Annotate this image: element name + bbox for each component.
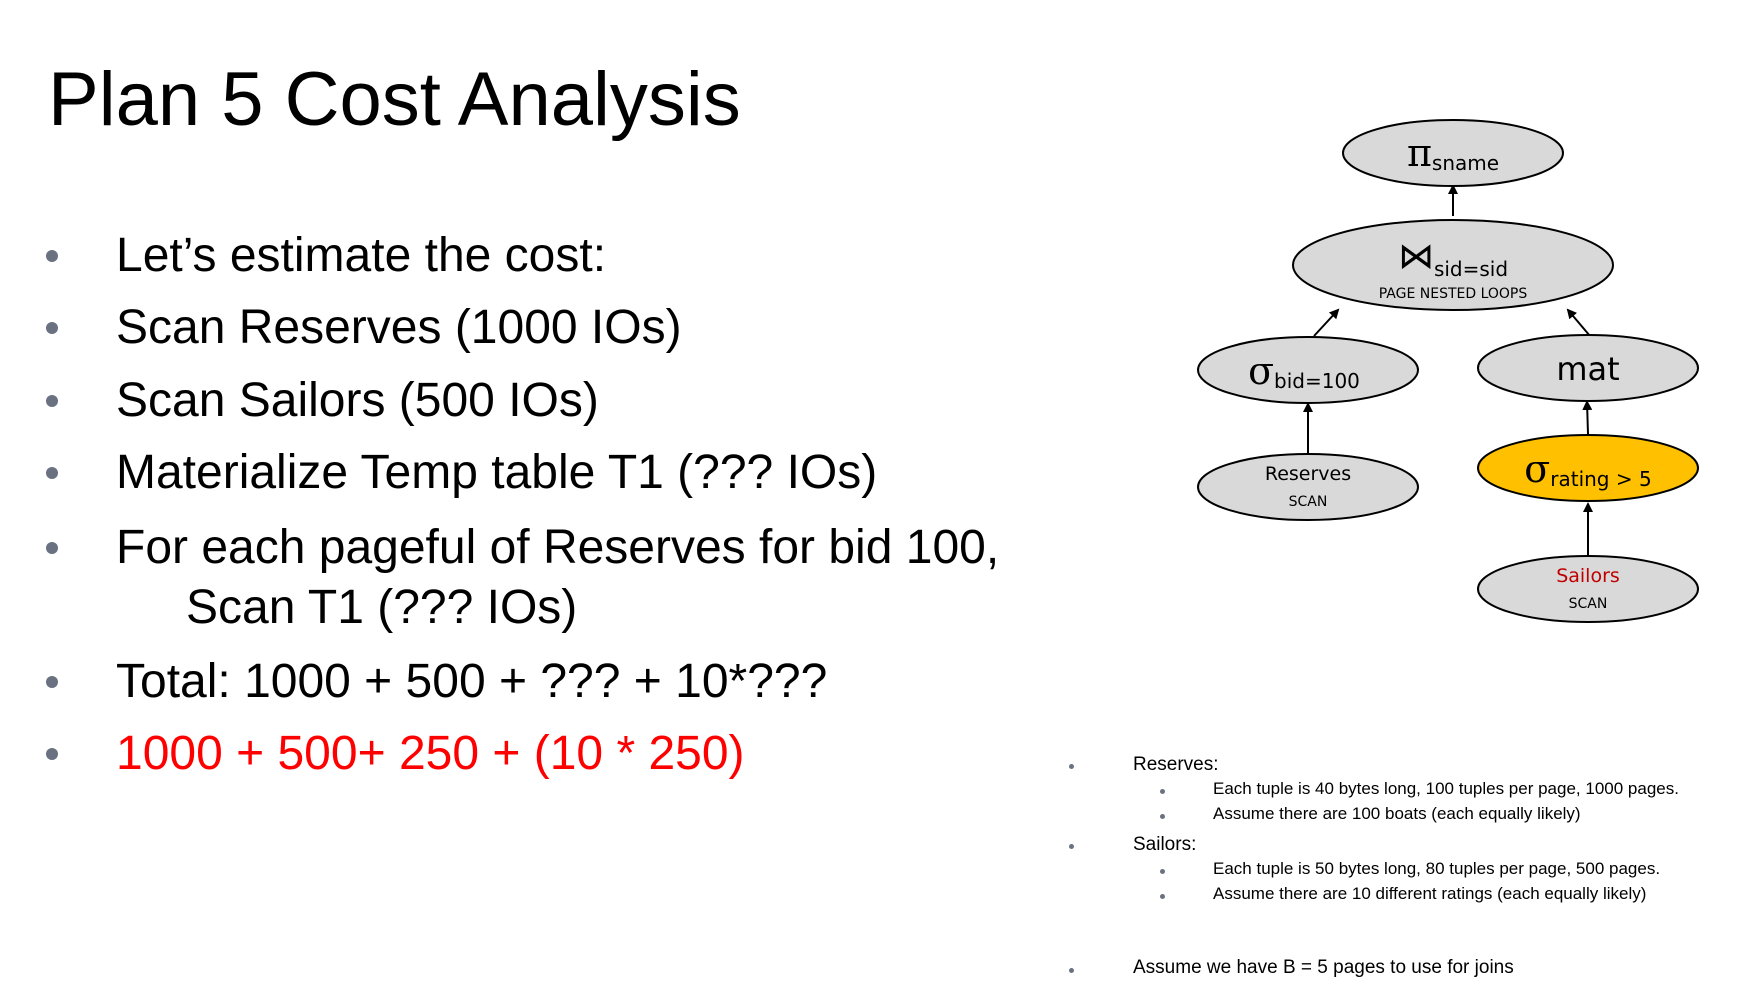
note-sailors-ratings: Assume there are 10 different ratings (e… <box>1213 884 1647 903</box>
select-bid-node: σbid=100 <box>1197 336 1419 404</box>
svg-text:⋈sid=sid: ⋈sid=sid <box>1398 236 1508 281</box>
note-reserves-boats: Assume there are 100 boats (each equally… <box>1213 804 1581 823</box>
edge-select-rating-to-mat <box>1582 400 1593 435</box>
bullet-scan-sailors: Scan Sailors (500 IOs) <box>116 374 599 427</box>
bullet-dot <box>46 748 58 760</box>
note-dot <box>1069 844 1074 849</box>
sailors-scan-node: Sailors SCAN <box>1477 555 1699 623</box>
join-node: ⋈sid=sid PAGE NESTED LOOPS <box>1292 219 1614 311</box>
note-sub-dot <box>1160 869 1165 874</box>
bullet-dot <box>46 542 58 554</box>
query-plan-diagram: πsname ⋈sid=sid PAGE NESTED LOOPS σbid=1… <box>1197 119 1699 623</box>
svg-text:σrating > 5: σrating > 5 <box>1524 447 1651 491</box>
note-sub-dot <box>1160 894 1165 899</box>
bullet-dot <box>46 250 58 262</box>
note-reserves-label: Reserves: <box>1133 754 1219 775</box>
bullet-dot <box>46 322 58 334</box>
bullet-total: Total: 1000 + 500 + ??? + 10*??? <box>116 655 828 708</box>
bullet-for-each-pageful: For each pageful of Reserves for bid 100… <box>116 521 1000 574</box>
cost-bullet-list: Let’s estimate the cost: Scan Reserves (… <box>46 229 1000 780</box>
note-sailors-tuples: Each tuple is 50 bytes long, 80 tuples p… <box>1213 859 1661 878</box>
note-sub-dot <box>1160 789 1165 794</box>
bullet-scan-t1: Scan T1 (??? IOs) <box>186 581 578 634</box>
page-title: Plan 5 Cost Analysis <box>48 57 741 142</box>
bullet-materialize: Materialize Temp table T1 (??? IOs) <box>116 446 878 499</box>
reserves-scan-node: Reserves SCAN <box>1197 453 1419 521</box>
bullet-dot <box>46 676 58 688</box>
reserves-scan-label: SCAN <box>1289 494 1328 510</box>
sailors-name: Sailors <box>1556 565 1620 587</box>
reserves-name: Reserves <box>1265 463 1351 485</box>
note-sub-dot <box>1160 814 1165 819</box>
bullet-scan-reserves: Scan Reserves (1000 IOs) <box>116 301 682 354</box>
sailors-scan-label: SCAN <box>1569 596 1608 612</box>
join-subscript: sid=sid <box>1434 257 1508 281</box>
svg-text:σbid=100: σbid=100 <box>1248 349 1360 393</box>
project-node: πsname <box>1342 119 1564 187</box>
svg-text:πsname: πsname <box>1407 131 1499 175</box>
note-dot <box>1069 968 1074 973</box>
bullet-dot <box>46 395 58 407</box>
note-dot <box>1069 764 1074 769</box>
mat-node: mat <box>1477 334 1699 402</box>
project-symbol: π <box>1407 131 1432 175</box>
select-rating-symbol: σ <box>1524 447 1550 491</box>
note-reserves-tuples: Each tuple is 40 bytes long, 100 tuples … <box>1213 779 1679 798</box>
join-method-label: PAGE NESTED LOOPS <box>1379 286 1528 302</box>
select-rating-node: σrating > 5 <box>1477 434 1699 502</box>
select-rating-subscript: rating > 5 <box>1550 467 1651 491</box>
select-bid-symbol: σ <box>1248 349 1274 393</box>
note-sailors-label: Sailors: <box>1133 834 1197 855</box>
select-bid-subscript: bid=100 <box>1274 369 1360 393</box>
join-symbol: ⋈ <box>1398 236 1434 277</box>
bullet-answer: 1000 + 500+ 250 + (10 * 250) <box>116 727 745 780</box>
mat-label: mat <box>1556 350 1619 388</box>
bullet-estimate-cost: Let’s estimate the cost: <box>116 229 607 282</box>
note-buffer-pages: Assume we have B = 5 pages to use for jo… <box>1133 957 1514 978</box>
project-subscript: sname <box>1432 151 1499 175</box>
edge-select-bid-to-join <box>1313 308 1340 337</box>
bullet-dot <box>46 467 58 479</box>
edge-mat-to-join <box>1566 308 1591 337</box>
